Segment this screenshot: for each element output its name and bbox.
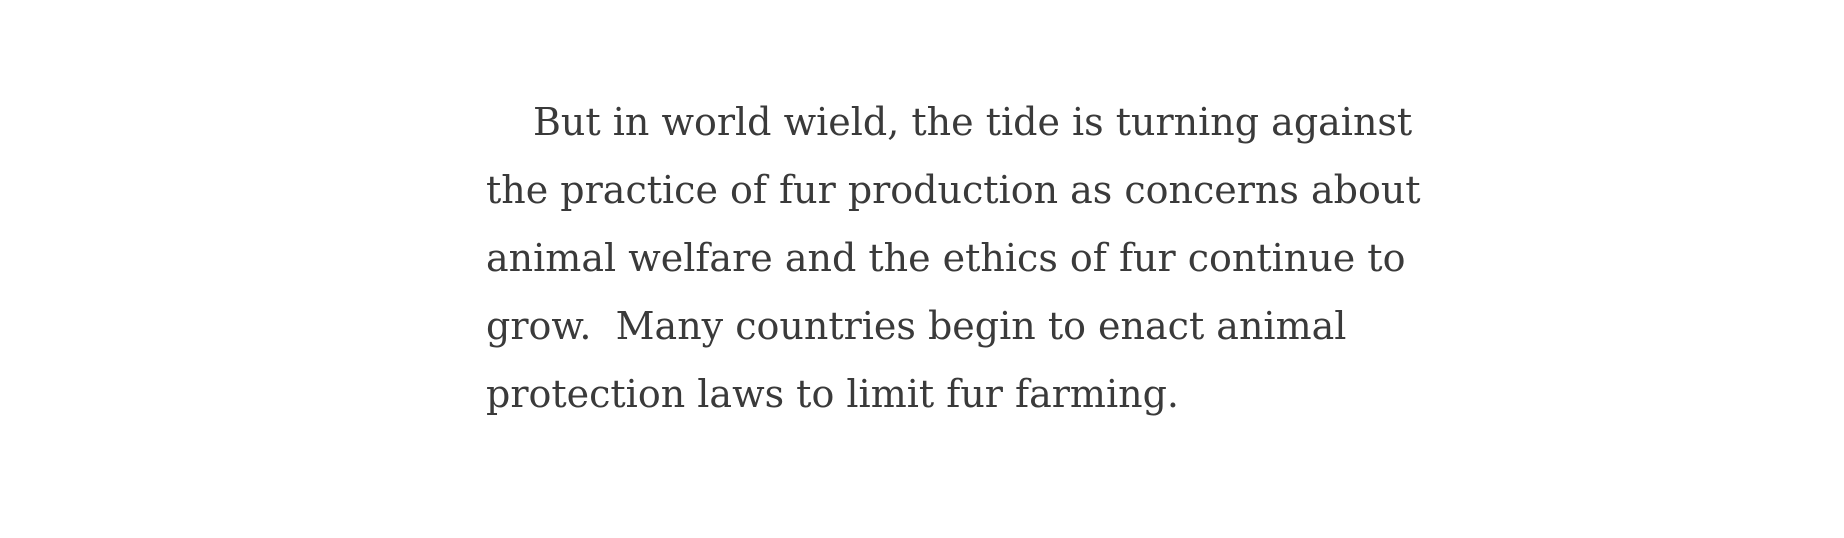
paragraph-line: protection laws to limit fur farming.	[486, 372, 1179, 416]
article-paragraph: But in world wield, the tide is turning …	[486, 88, 1421, 428]
paragraph-line: But in world wield, the tide is turning …	[533, 100, 1413, 144]
paragraph-line: the practice of fur production as concer…	[486, 168, 1421, 212]
article-body: But in world wield, the tide is turning …	[486, 88, 1421, 428]
paragraph-line: grow. Many countries begin to enact anim…	[486, 304, 1347, 348]
paragraph-line: animal welfare and the ethics of fur con…	[486, 236, 1406, 280]
